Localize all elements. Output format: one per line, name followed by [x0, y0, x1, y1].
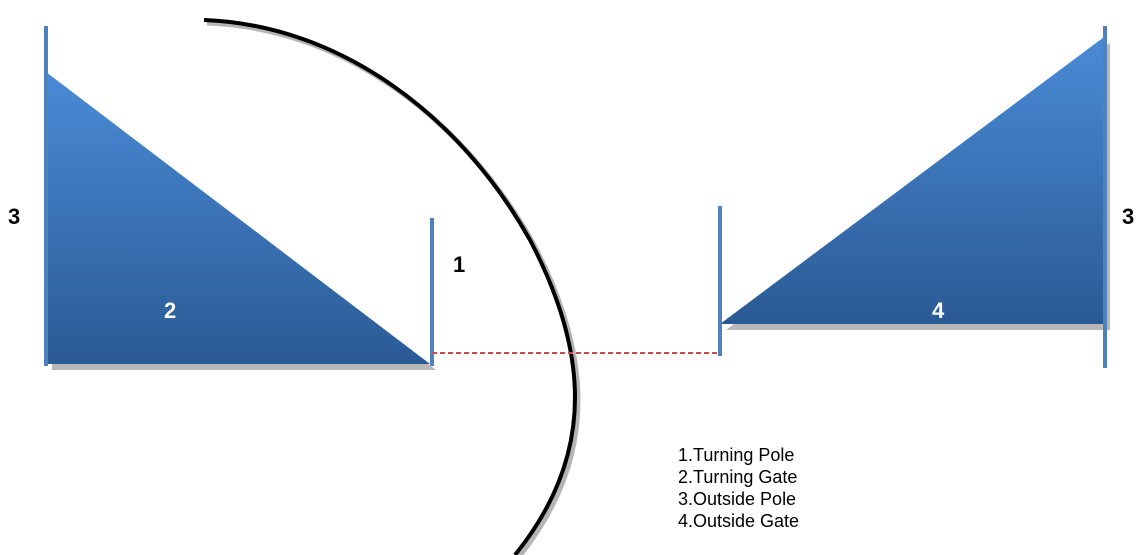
- legend-item: 2.Turning Gate: [678, 467, 798, 487]
- legend-item: 4.Outside Gate: [678, 511, 800, 531]
- turning-gate-label: 2: [164, 298, 176, 323]
- outside-gate-label: 4: [932, 298, 945, 323]
- legend: 1.Turning Pole 2.Turning Gate 3.Outside …: [678, 444, 799, 532]
- legend-item: 3.Outside Pole: [678, 489, 797, 509]
- outside-pole-right-label: 3: [1122, 204, 1134, 229]
- outside-pole-left-label: 3: [8, 204, 20, 229]
- outside-gate: [720, 37, 1110, 330]
- turning-pole-label: 1: [453, 252, 465, 277]
- turning-arc-line: [203, 18, 577, 555]
- turning-gate: [46, 72, 436, 370]
- legend-item: 1.Turning Pole: [678, 445, 795, 465]
